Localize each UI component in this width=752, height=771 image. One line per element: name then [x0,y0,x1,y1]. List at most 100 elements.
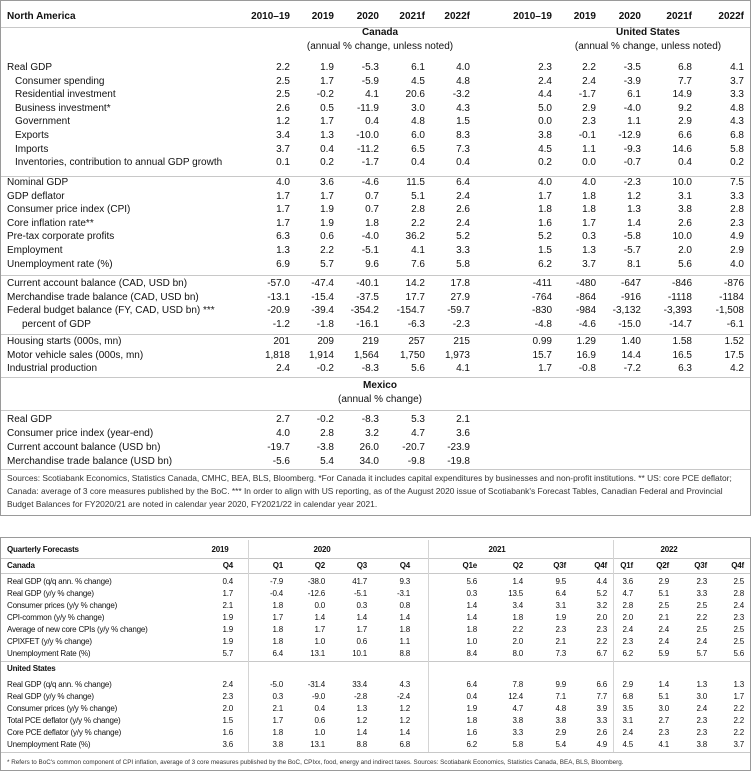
cell: 0.4 [222,577,233,586]
year-header: 2022 [660,545,678,554]
column-header: Q2f [656,561,669,570]
cell: 14.4 [621,349,641,361]
cell: 2.4 [696,704,707,713]
cell: 2.9 [730,245,744,256]
cell: 2.2 [596,637,607,646]
row-label: Consumer price index (CPI) [7,204,131,216]
cell: -0.2 [316,89,334,101]
cell: 1.7 [272,613,283,622]
cell: 3.9 [596,704,607,713]
cell: 1.7 [733,692,744,701]
cell: 2.5 [733,625,744,634]
cell: 36.2 [405,231,425,243]
cell: 10.0 [672,231,692,243]
row-label: CPI-common (y/y % change) [7,613,105,622]
cell: 1.4 [658,680,669,689]
cell: 15.7 [532,349,552,361]
cell: -47.4 [311,278,334,289]
cell: 16.9 [576,349,596,361]
cell: -5.0 [270,680,283,689]
cell: 4.7 [411,428,425,439]
cell: 0.0 [582,157,596,169]
cell: 1.7 [538,190,552,202]
cell: -3.2 [452,89,470,101]
cell: 1.8 [582,190,596,202]
cell: -3.1 [397,589,410,598]
cell: 2.3 [538,62,552,73]
cell: 0.8 [399,601,410,610]
cell: 3.2 [596,601,607,610]
cell: 1.5 [538,245,552,256]
cell: 2.6 [276,102,290,114]
rule [1,410,750,411]
cell: 2.4 [538,75,552,87]
cell: 4.1 [658,740,669,749]
cell: 1.3 [696,680,707,689]
cell: 8.0 [512,649,523,658]
column-header: Q3 [356,561,367,570]
rule [1,558,750,559]
row-label: Merchandise trade balance (USD bn) [7,456,173,467]
cell: 3.3 [512,728,523,737]
row-label: GDP deflator [7,190,65,202]
row-label: Employment [7,245,63,256]
year-header: 2019 [211,545,229,554]
cell: 2.2 [512,625,523,634]
cell: -11.2 [356,143,379,155]
cell: 6.8 [399,740,410,749]
cell: 10.0 [672,177,692,188]
cell: 5.6 [466,577,477,586]
cell: 6.4 [555,589,566,598]
cell: 1.0 [314,637,325,646]
cell: -1.8 [316,318,334,330]
cell: -19.7 [267,442,290,453]
row-label: Industrial production [7,363,98,375]
cell: 7.1 [555,692,566,701]
cell: 3.0 [658,704,669,713]
cell: -4.6 [361,177,379,188]
cell: 4.9 [596,740,607,749]
column-header: Q3f [553,561,566,570]
cell: 2.4 [658,637,669,646]
rule [1,573,750,574]
cell: 14.2 [405,278,425,289]
cell: -19.8 [447,456,470,467]
cell: 2.3 [222,692,233,701]
cell: -3,393 [663,305,692,317]
cell: 3.3 [456,245,470,256]
cell: 3.7 [730,75,744,87]
cell: 1.8 [272,728,283,737]
cell: -2.4 [397,692,410,701]
cell: 1.8 [365,217,379,229]
cell: 1.4 [512,577,523,586]
row-label: Business investment* [15,102,111,114]
cell: 1.9 [466,704,477,713]
cell: 9.5 [555,577,566,586]
cell: 0.6 [314,716,325,725]
cell: -4.0 [361,231,379,243]
row-label: Current account balance (CAD, USD bn) [7,278,188,289]
cell: 1.2 [399,716,410,725]
cell: 2.8 [730,204,744,216]
cell: 1.9 [320,62,334,73]
cell: 2.2 [733,716,744,725]
cell: -0.8 [578,363,596,375]
cell: 1.4 [627,217,641,229]
cell: 9.9 [555,680,566,689]
cell: 0.3 [466,589,477,598]
cell: -6.1 [726,318,744,330]
cell: 3.8 [512,716,523,725]
cell: 8.4 [466,649,477,658]
cell: -0.2 [316,414,334,425]
cell: 1.7 [320,190,334,202]
cell: -5.6 [272,456,290,467]
cell: 6.7 [596,649,607,658]
cell: 2.6 [456,204,470,216]
cell: 6.8 [678,62,692,73]
cell: -9.3 [623,143,641,155]
row-label: Unemployment Rate (%) [7,740,91,749]
row-label: Nominal GDP [7,177,69,188]
cell: 1.52 [724,336,744,347]
cell: 1,914 [308,349,334,361]
